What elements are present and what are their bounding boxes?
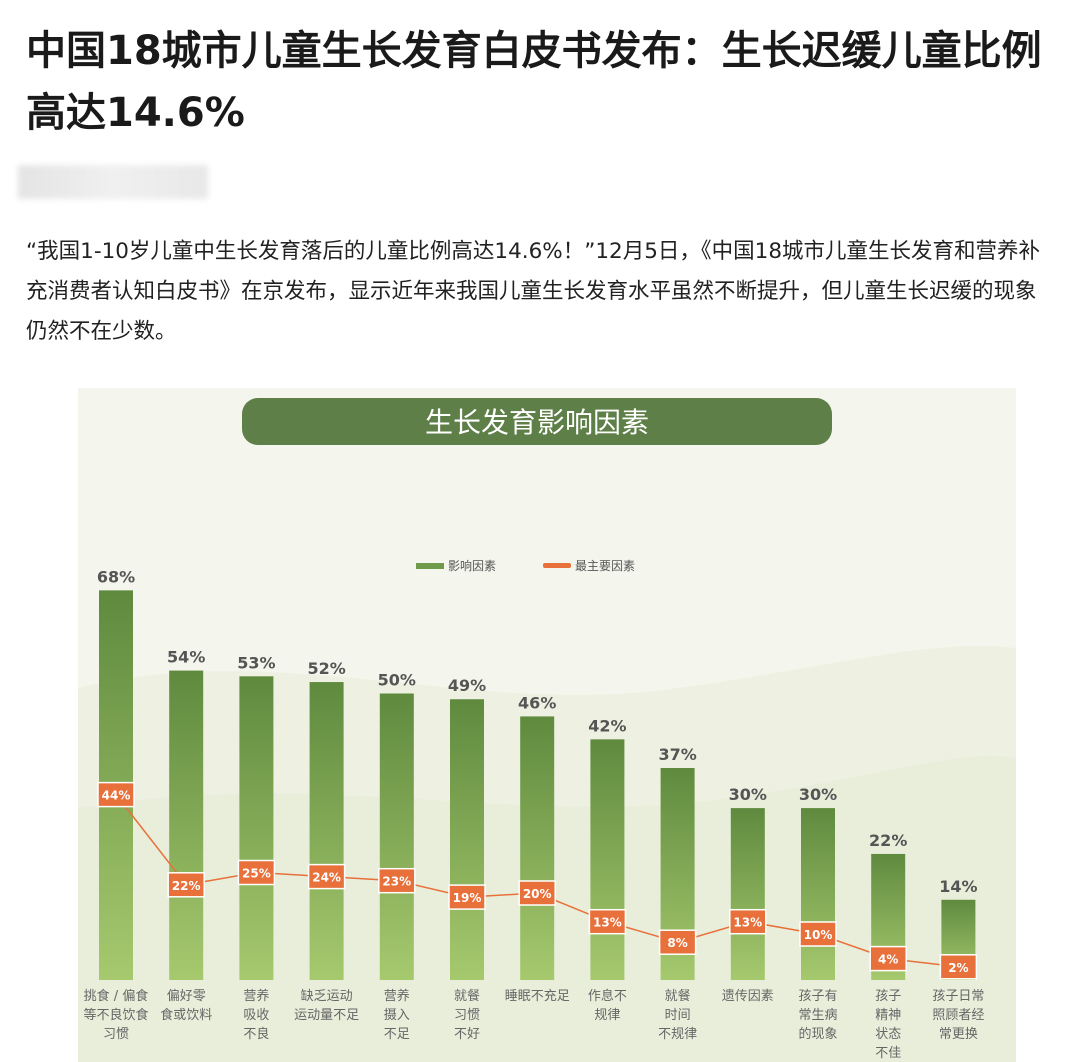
x-tick-label: 照顾者经: [932, 1008, 984, 1023]
x-tick-label: 不良: [243, 1026, 269, 1042]
x-tick-label: 食或饮料: [160, 1007, 212, 1023]
x-tick-label: 时间: [665, 1008, 691, 1023]
bar: [801, 808, 835, 980]
bar-value-label: 54%: [167, 648, 205, 667]
x-tick-label: 就餐: [665, 988, 691, 1004]
bar: [520, 716, 555, 980]
x-tick-label: 状态: [875, 1027, 901, 1042]
x-tick-label: 精神: [875, 1008, 901, 1023]
x-tick-label: 营养: [243, 988, 269, 1004]
bar-value-label: 46%: [518, 693, 556, 712]
article-paragraph: “我国1-10岁儿童中生长发育落后的儿童比例高达14.6%！”12月5日，《中国…: [26, 239, 1041, 344]
bar-value-label: 37%: [658, 745, 696, 764]
x-tick-label: 不好: [454, 1027, 480, 1042]
line-value-label: 13%: [733, 916, 762, 930]
x-tick-label: 习惯: [103, 1026, 129, 1042]
line-point-marker: [939, 954, 978, 980]
line-point-marker: [588, 908, 627, 935]
line-value-label: 25%: [242, 867, 271, 881]
x-tick-label: 吸收: [243, 1008, 269, 1023]
x-tick-label: 常更换: [939, 1027, 978, 1042]
line-point-marker: [237, 859, 276, 886]
line-value-label: 19%: [453, 891, 482, 905]
line-value-label: 10%: [804, 928, 833, 942]
x-tick-label: 习惯: [454, 1007, 480, 1023]
chart-title: 生长发育影响因素: [425, 406, 649, 439]
legend-swatch-bar: [416, 563, 444, 569]
x-tick-label: 不足: [384, 1027, 410, 1042]
bar: [379, 693, 414, 980]
article-title: 中国18城市儿童生长发育白皮书发布：生长迟缓儿童比例高达14.6%: [26, 28, 1042, 136]
bar-value-label: 30%: [799, 785, 837, 804]
x-tick-label: 规律: [594, 1008, 620, 1023]
line-point-marker: [729, 908, 767, 935]
line-value-label: 23%: [382, 875, 411, 889]
x-tick-label: 作息不: [588, 988, 627, 1004]
line-value-label: 22%: [172, 879, 201, 893]
x-tick-label: 孩子日常: [932, 989, 984, 1004]
line-point-marker: [167, 872, 205, 898]
x-tick-label: 偏好零: [167, 989, 206, 1004]
line-value-label: 2%: [948, 961, 968, 975]
x-tick-label: 就餐: [454, 988, 480, 1004]
bar-value-label: 42%: [588, 716, 626, 735]
x-tick-label: 缺乏运动: [301, 989, 353, 1004]
bar-value-label: 49%: [448, 676, 486, 695]
x-tick-label: 等不良饮食: [83, 1007, 148, 1023]
line-point-marker: [307, 863, 346, 890]
x-tick-label: 挑食 / 偏食: [84, 988, 149, 1004]
legend-label-bar: 影响因素: [448, 558, 496, 573]
x-tick-label: 运动量不足: [294, 1008, 359, 1023]
x-tick-label: 常生病: [798, 1008, 837, 1023]
line-point-marker: [869, 945, 907, 972]
legend-label-line: 最主要因素: [575, 559, 635, 573]
bar-value-label: 30%: [729, 785, 767, 804]
x-tick-label: 不佳: [875, 1046, 901, 1061]
line-point-marker: [378, 867, 416, 894]
x-tick-label: 孩子有: [798, 989, 837, 1004]
line-point-marker: [658, 929, 697, 955]
bar: [169, 670, 204, 980]
bar-value-label: 52%: [307, 659, 345, 678]
x-tick-label: 遗传因素: [722, 989, 774, 1004]
bar: [730, 808, 765, 980]
bar: [239, 676, 274, 980]
x-tick-label: 营养: [384, 988, 410, 1004]
x-tick-label: 不规律: [658, 1027, 697, 1042]
bar-value-label: 50%: [378, 671, 416, 690]
line-value-label: 24%: [312, 871, 341, 885]
line-value-label: 8%: [667, 936, 687, 950]
bar-value-label: 53%: [237, 653, 275, 672]
chart-title-pill: [242, 398, 832, 445]
bar-value-label: 68%: [97, 567, 135, 586]
bar: [450, 699, 484, 980]
line-value-label: 4%: [878, 953, 898, 967]
line-point-marker: [799, 921, 837, 947]
bar: [309, 682, 344, 980]
x-tick-label: 睡眠不充足: [505, 988, 570, 1004]
chart-image: 生长发育影响因素 影响因素 最主要因素 68% 挑食 / 偏食 等不良饮食 习惯 54% 偏好零…: [78, 388, 1016, 1062]
line-value-label: 13%: [593, 916, 622, 930]
x-tick-label: 的现象: [798, 1026, 837, 1042]
line-point-marker: [518, 880, 556, 906]
line-value-label: 44%: [102, 789, 131, 803]
legend-swatch-line: [543, 563, 571, 568]
bar: [590, 739, 625, 980]
x-tick-label: 摄入: [384, 1008, 410, 1023]
bar-value-label: 14%: [939, 877, 977, 896]
x-tick-label: 孩子: [875, 989, 901, 1004]
line-point-marker: [448, 884, 486, 910]
author-info-blurred: [18, 165, 208, 199]
line-point-marker: [97, 781, 135, 808]
line-value-label: 20%: [523, 887, 552, 901]
bar-value-label: 22%: [869, 831, 907, 850]
